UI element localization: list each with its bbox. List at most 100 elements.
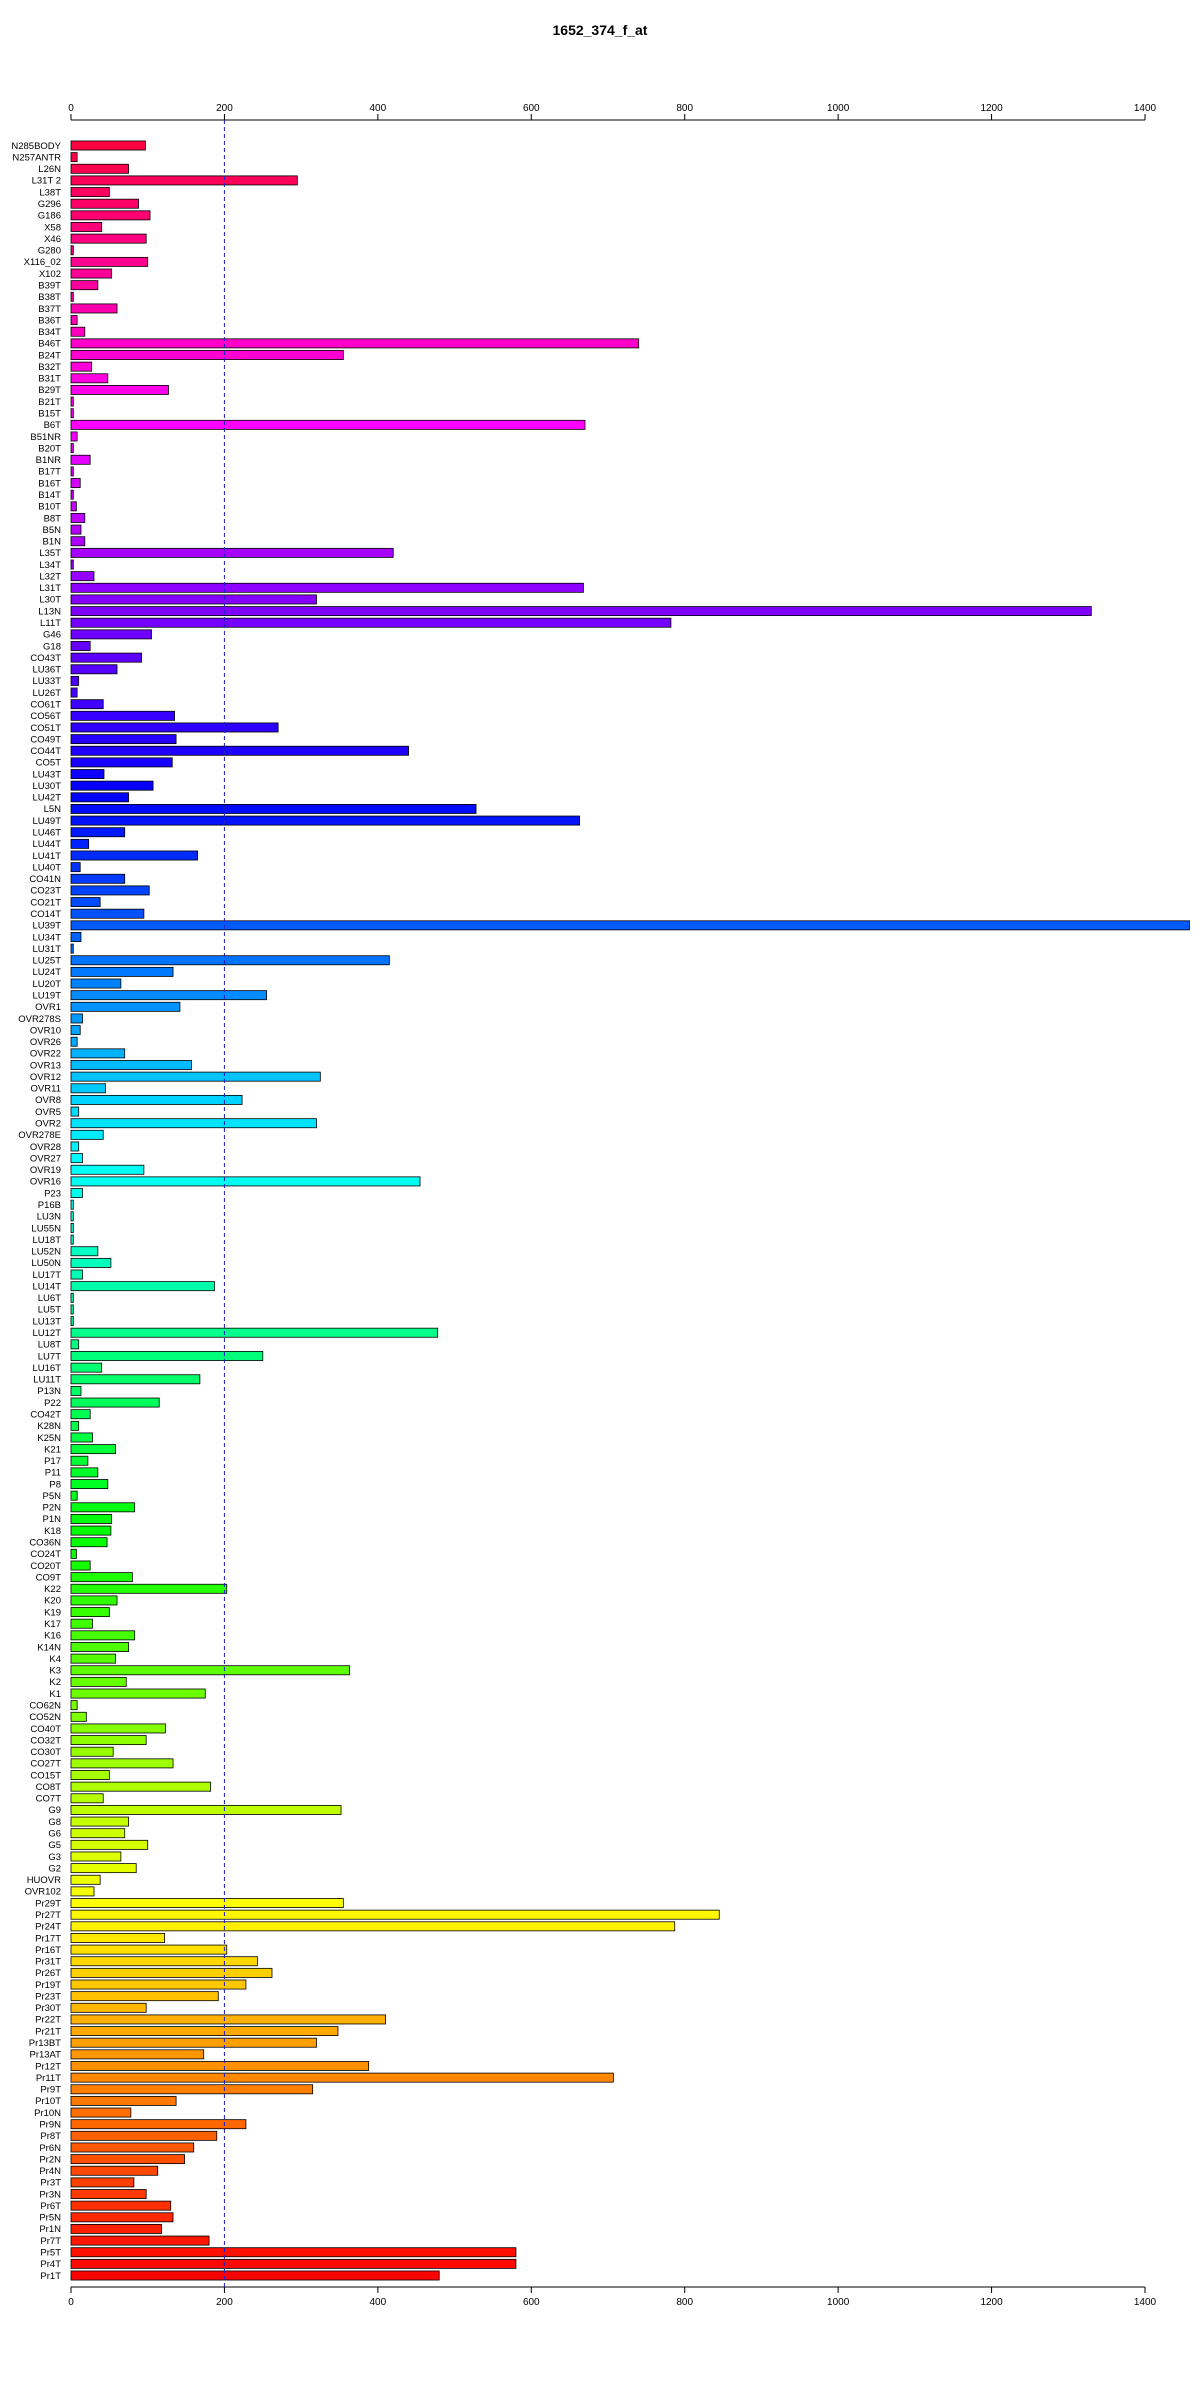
category-label: LU43T: [32, 769, 61, 780]
category-label: CO32T: [30, 1735, 61, 1746]
bar-LU11T: [70, 1374, 201, 1385]
category-label: CO61T: [30, 699, 61, 710]
bar-LU49T: [70, 815, 581, 826]
bar-OVR26: [70, 1036, 78, 1047]
bar-Pr31T: [70, 1956, 258, 1967]
bar-K22: [70, 1583, 228, 1594]
category-label: Pr21T: [35, 2026, 61, 2037]
category-label: LU36T: [32, 665, 61, 676]
bar-Pr24T: [70, 1921, 676, 1932]
bar-Pr23T: [70, 1991, 219, 2002]
category-label: OVR12: [30, 1072, 61, 1083]
bar-Pr11T: [70, 2072, 614, 2083]
category-label: LU6T: [38, 1293, 61, 1304]
bar-G280: [70, 245, 74, 256]
category-label: B24T: [38, 350, 61, 361]
category-label: K3: [49, 1666, 61, 1677]
category-label: LU40T: [32, 862, 61, 873]
category-label: P11: [45, 1468, 61, 1479]
category-label: Pr31T: [35, 1957, 61, 1968]
bar-LU34T: [70, 932, 82, 942]
top-axis-tick-label: 400: [370, 103, 387, 114]
category-label: P23: [44, 1188, 61, 1199]
category-label: B1N: [43, 537, 62, 548]
bar-OVR28: [70, 1141, 80, 1152]
bar-OVR102: [70, 1886, 95, 1897]
bar-CO52N: [70, 1711, 87, 1722]
category-label: K2: [49, 1677, 61, 1688]
category-label: B17T: [38, 467, 61, 478]
bar-OVR11: [70, 1083, 106, 1094]
category-label: B5N: [43, 525, 62, 536]
bottom-axis-tick-label: 1000: [827, 2297, 850, 2308]
bar-OVR278S: [70, 1013, 83, 1024]
bar-LU39T: [70, 920, 1190, 931]
category-label: LU44T: [32, 839, 61, 850]
bar-X102: [70, 268, 113, 279]
bar-CO32T: [70, 1735, 147, 1746]
bar-N257ANTR: [70, 152, 78, 163]
category-label: CO42T: [30, 1409, 61, 1420]
bar-B36T: [70, 315, 78, 326]
category-label: LU49T: [32, 816, 61, 827]
category-label: LU25T: [32, 956, 61, 967]
bar-Pr9N: [70, 2119, 247, 2130]
bar-CO14T: [70, 908, 145, 919]
category-label: Pr4N: [39, 2166, 61, 2177]
category-label: B21T: [38, 397, 61, 408]
bar-CO15T: [70, 1770, 110, 1780]
category-label: Pr12T: [35, 2061, 61, 2072]
category-label: Pr1N: [39, 2224, 61, 2235]
category-label: P22: [44, 1398, 61, 1409]
category-label: K19: [44, 1607, 61, 1618]
category-label: B37T: [38, 304, 61, 315]
bar-OVR5: [70, 1106, 80, 1117]
category-label: LU14T: [32, 1281, 61, 1292]
bar-LU44T: [70, 838, 90, 849]
category-label: LU50N: [31, 1258, 61, 1269]
bar-L26N: [70, 163, 129, 174]
bar-K16: [70, 1630, 136, 1641]
bar-CO8T: [70, 1781, 212, 1792]
bar-OVR16: [70, 1176, 421, 1187]
bar-B6T: [70, 419, 586, 430]
category-label: Pr17T: [35, 1933, 61, 1944]
category-label: G296: [38, 199, 61, 210]
bar-Pr6T: [70, 2200, 172, 2211]
category-label: Pr27T: [35, 1910, 61, 1921]
bar-B46T: [70, 338, 640, 349]
category-label: G280: [38, 246, 61, 257]
bar-B10T: [70, 501, 77, 512]
bar-K19: [70, 1607, 110, 1618]
category-label: LU16T: [32, 1363, 61, 1374]
bar-L32T: [70, 571, 95, 582]
category-label: L13N: [38, 606, 61, 617]
bar-G2: [70, 1863, 137, 1874]
bar-CO56T: [70, 710, 175, 721]
category-label: OVR102: [25, 1887, 61, 1898]
category-label: LU41T: [32, 851, 61, 862]
bar-G186: [70, 210, 151, 221]
category-label: Pr16T: [35, 1945, 61, 1956]
category-label: OVR8: [35, 1095, 61, 1106]
category-label: X102: [39, 269, 61, 280]
bottom-axis-tick-label: 800: [676, 2297, 693, 2308]
category-label: Pr5N: [39, 2213, 61, 2224]
bar-X58: [70, 222, 103, 232]
category-label: K22: [44, 1584, 61, 1595]
bar-Pr3T: [70, 2177, 135, 2188]
bottom-axis-tick-label: 1400: [1134, 2297, 1157, 2308]
bar-Pr19T: [70, 1979, 247, 1990]
bar-L11T: [70, 617, 672, 628]
category-label: B15T: [38, 409, 61, 420]
category-label: Pr2N: [39, 2154, 61, 2165]
bar-OVR13: [70, 1060, 192, 1070]
category-label: G3: [48, 1852, 61, 1863]
category-label: CO56T: [30, 711, 61, 722]
bar-B5N: [70, 524, 82, 535]
bar-Pr2N: [70, 2154, 185, 2165]
category-label: CO8T: [36, 1782, 62, 1793]
bar-CO24T: [70, 1548, 77, 1559]
bar-K28N: [70, 1420, 80, 1431]
bar-Pr16T: [70, 1944, 228, 1955]
